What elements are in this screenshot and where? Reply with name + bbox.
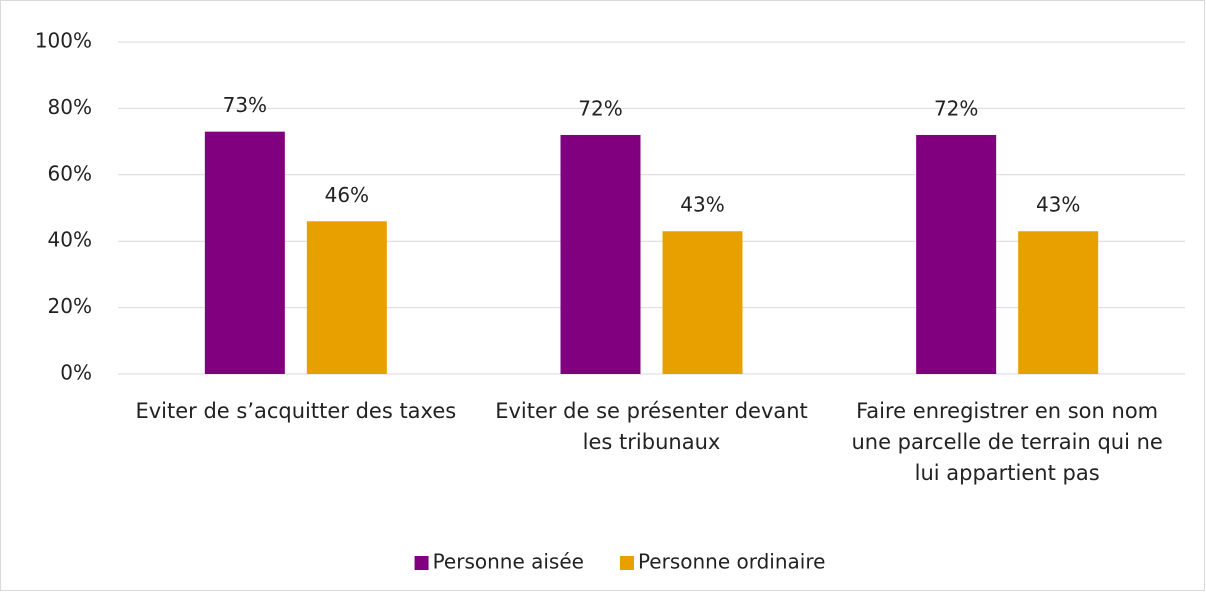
y-tick-label: 20% [48,294,92,318]
y-tick-label: 80% [48,95,92,119]
y-tick-label: 60% [48,161,92,185]
bar [1018,231,1099,374]
legend-swatch [619,556,634,570]
x-tick-label: Faire enregistrer en son nom une parcell… [851,399,1163,485]
bar [204,131,285,374]
legend-item: Personne ordinaire [619,550,825,574]
legend-swatch [414,556,429,570]
data-label: 46% [325,183,369,207]
y-tick-label: 100% [35,29,92,53]
bar [306,221,387,374]
legend-label: Personne aisée [433,550,584,574]
y-tick-label: 40% [48,228,92,252]
legend-item: Personne aisée [414,550,584,574]
x-tick-label: Eviter de se présenter devant les tribun… [495,399,808,454]
bar [916,134,997,374]
data-label: 43% [1036,193,1080,217]
legend-label: Personne ordinaire [638,550,825,574]
x-tick-label: Eviter de s’acquitter des taxes [135,399,457,423]
y-tick-label: 0% [60,361,92,385]
data-label: 72% [578,96,622,120]
data-label: 73% [223,93,267,117]
data-label: 72% [934,96,978,120]
bar [560,134,641,374]
bar [662,231,743,374]
data-label: 43% [680,193,724,217]
